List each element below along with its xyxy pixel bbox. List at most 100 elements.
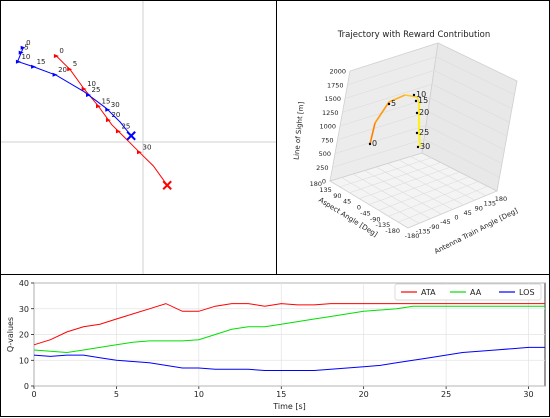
x-tick-label: 180 (495, 195, 507, 203)
x-tick-label: 90 (475, 204, 483, 212)
x-tick-label: 15 (276, 390, 286, 399)
floor-grid-line (410, 156, 487, 196)
wall-grid-line (332, 138, 500, 178)
x-tick-label: 25 (441, 390, 451, 399)
y-tick-label: -180 (385, 227, 400, 235)
trajectory-marker (115, 129, 121, 134)
y-tick-label: 90 (333, 192, 341, 200)
wall-grid-line (337, 111, 505, 151)
chart-title: Trajectory with Reward Contribution (337, 30, 491, 40)
trajectory-marker (20, 45, 26, 50)
y-tick-label: 40 (19, 279, 29, 288)
x-tick-label: -45 (440, 218, 451, 226)
trajectory-3d-segment (417, 130, 422, 148)
y-tick-label: 0 (24, 382, 29, 391)
trajectory-marker (67, 67, 73, 72)
wall-grid-line (344, 70, 513, 109)
z-axis-label: Line of Sight [m] (292, 101, 305, 160)
y-tick-label: 10 (19, 356, 29, 365)
trajectory-time-label: 0 (59, 47, 63, 55)
trajectory-time-label: 20 (111, 111, 120, 119)
trajectory-marker (86, 93, 92, 98)
wall-grid-line (347, 56, 515, 96)
trajectory-3d-label: 20 (419, 108, 429, 117)
z-tick-label: 2000 (329, 68, 346, 76)
y-tick-label: -90 (370, 215, 381, 223)
trajectory-time-label: 10 (21, 53, 30, 61)
x-tick-label: 45 (463, 209, 471, 217)
trajectory-3d-segment (374, 101, 390, 124)
z-tick-label: 1000 (319, 123, 336, 131)
back-wall-right (421, 42, 518, 192)
trajectory-3d-panel: Trajectory with Reward Contribution 0 250 5… (276, 0, 550, 275)
floor-grid-line (378, 176, 469, 211)
trajectory-time-label: 25 (121, 122, 130, 130)
trajectory-3d-chart: Trajectory with Reward Contribution02505… (292, 30, 519, 256)
trajectory-3d-marker (415, 111, 419, 115)
trajectory-3d-label: 15 (418, 96, 428, 105)
trajectory-time-label: 15 (102, 97, 111, 105)
y-tick-label: 20 (19, 331, 29, 340)
trajectory-3d-marker (387, 102, 391, 106)
trajectory-3d-marker (414, 99, 418, 103)
x-tick-label: -180 (405, 232, 420, 240)
wall-grid-line (342, 83, 510, 123)
trajectory-time-label: 30 (111, 101, 120, 109)
x-tick-label: 20 (359, 390, 369, 399)
z-tick-label: 250 (316, 164, 328, 172)
y-axis-label: Q-values (6, 317, 15, 352)
wall-grid-line (334, 125, 503, 164)
floor-grid-line (398, 185, 488, 223)
trajectory-marker (52, 72, 58, 77)
floor-grid-line (388, 181, 479, 217)
trajectory-end-marker (126, 131, 136, 141)
y-tick-label: 30 (19, 305, 29, 314)
z-tick-label: 1500 (324, 95, 341, 103)
z-tick-label: 0 (322, 178, 326, 186)
trajectory-3d-label: 5 (391, 99, 396, 108)
trajectory-marker (31, 64, 37, 69)
trajectory-time-label: 15 (37, 58, 46, 66)
x-tick-label: -90 (429, 223, 440, 231)
trajectory-3d-label: 10 (416, 90, 426, 99)
trajectory-marker (18, 50, 24, 55)
y-tick-label: -45 (360, 209, 371, 217)
trajectory-3d-segment (388, 94, 406, 103)
trajectory-time-label: 30 (143, 143, 152, 151)
floor-grid-line (398, 159, 475, 201)
legend-label: AA (470, 288, 482, 297)
x-tick-label: 10 (194, 390, 204, 399)
legend-label: LOS (519, 288, 535, 297)
series-line-ata (33, 303, 545, 346)
floor-grid-line (387, 163, 464, 206)
trajectory-marker (105, 107, 111, 112)
trajectory-time-label: 5 (73, 60, 77, 68)
trajectory-time-label: 0 (26, 39, 30, 47)
trajectory-3d-marker (368, 142, 372, 146)
trajectory-line-1 (16, 47, 132, 137)
x-axis-label: Antenna Train Angle [Deg] (433, 207, 519, 256)
wall-grid-line (339, 97, 508, 137)
q-values-chart: 0 5 10 15 20 25 30 0 10 20 30 40 Time [s] Q-values ATA… (6, 279, 546, 411)
z-tick-label: 500 (319, 150, 331, 158)
trajectory-3d-marker (412, 93, 416, 97)
trajectory-marker (15, 59, 21, 64)
trajectory-marker (105, 118, 111, 123)
trajectory-3d-segment (369, 122, 376, 145)
trajectory-3d-label: 25 (419, 128, 429, 137)
y-tick-label: 135 (319, 186, 331, 194)
trajectory-3d-label: 30 (420, 142, 430, 151)
trajectory-time-label: 20 (58, 66, 67, 74)
y-tick-label: -135 (375, 221, 390, 229)
y-tick-label: 0 (357, 204, 361, 212)
legend (394, 283, 542, 301)
y-tick-label: 45 (343, 198, 351, 206)
trajectory-3d-marker (415, 131, 419, 135)
x-tick-label: -135 (416, 227, 431, 235)
trajectory-marker (96, 104, 102, 109)
trajectory-marker (137, 150, 142, 155)
trajectory-line-0 (56, 55, 168, 186)
trajectory-marker (81, 87, 87, 91)
trajectory-time-label: 5 (24, 44, 28, 52)
